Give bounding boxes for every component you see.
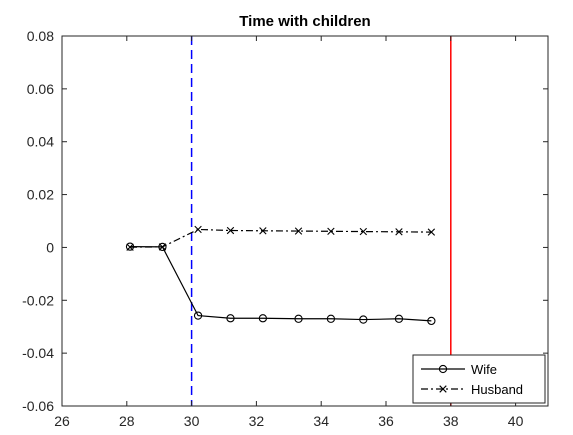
x-marker (259, 227, 267, 235)
x-tick-label: 40 (508, 413, 524, 429)
y-tick-label: -0.04 (22, 345, 54, 361)
x-marker-stroke (439, 385, 447, 393)
y-tick-label: 0.08 (27, 28, 54, 44)
x-marker (439, 385, 447, 393)
legend-label: Husband (471, 382, 523, 397)
x-marker (126, 243, 134, 251)
x-marker (226, 226, 235, 235)
plot-area (62, 36, 548, 406)
x-tick-label: 38 (443, 413, 459, 429)
x-marker (194, 225, 202, 234)
x-tick-label: 32 (249, 413, 265, 429)
circle-marker (294, 314, 303, 323)
x-marker (158, 243, 167, 251)
y-tick-label: 0 (46, 239, 54, 255)
y-tick-label: 0.06 (27, 81, 54, 97)
x-marker-stroke (126, 243, 134, 251)
x-marker (327, 227, 335, 235)
series-layer (125, 225, 436, 326)
x-tick-label: 36 (378, 413, 394, 429)
legend-label: Wife (471, 362, 497, 377)
circle-marker (438, 364, 448, 374)
circle-marker (226, 314, 235, 323)
y-tick-label: -0.06 (22, 398, 54, 414)
x-marker-stroke (194, 225, 202, 234)
circle-marker (193, 311, 203, 320)
circle-marker (326, 314, 336, 323)
x-tick-label: 28 (119, 413, 135, 429)
x-marker-stroke (427, 228, 436, 236)
circle-marker (427, 316, 436, 326)
x-marker-stroke (395, 228, 403, 236)
y-tick-label: 0.02 (27, 187, 54, 203)
x-marker-stroke (226, 226, 235, 235)
x-marker (359, 227, 368, 236)
x-marker-stroke (359, 227, 368, 236)
x-marker-stroke (259, 227, 267, 235)
series-line-wife (130, 246, 432, 322)
series-line-husband (130, 228, 432, 248)
x-marker (427, 228, 436, 236)
x-tick-label: 30 (184, 413, 200, 429)
y-tick-label: -0.02 (22, 292, 54, 308)
circle-marker (394, 314, 404, 323)
circle-marker (158, 242, 167, 252)
circle-marker (258, 314, 268, 323)
circle-marker (359, 315, 368, 324)
y-tick-label: 0.04 (27, 134, 54, 150)
x-marker-stroke (294, 227, 303, 235)
x-marker (395, 228, 403, 236)
x-marker-stroke (327, 227, 335, 235)
legend: Wife Husband (412, 354, 546, 404)
x-marker (294, 227, 303, 235)
reference-lines (190, 36, 452, 406)
x-tick-label: 34 (313, 413, 329, 429)
axis-ticks: 26 28 30 32 34 36 38 40 -0.06 -0.04 -0.02 0 0.02 0.04… (22, 28, 548, 429)
axes-frame (61, 35, 549, 407)
x-tick-label: 26 (54, 413, 70, 429)
x-marker-stroke (158, 243, 167, 251)
chart-title: Time with children (239, 13, 370, 30)
legend-box (412, 354, 546, 404)
